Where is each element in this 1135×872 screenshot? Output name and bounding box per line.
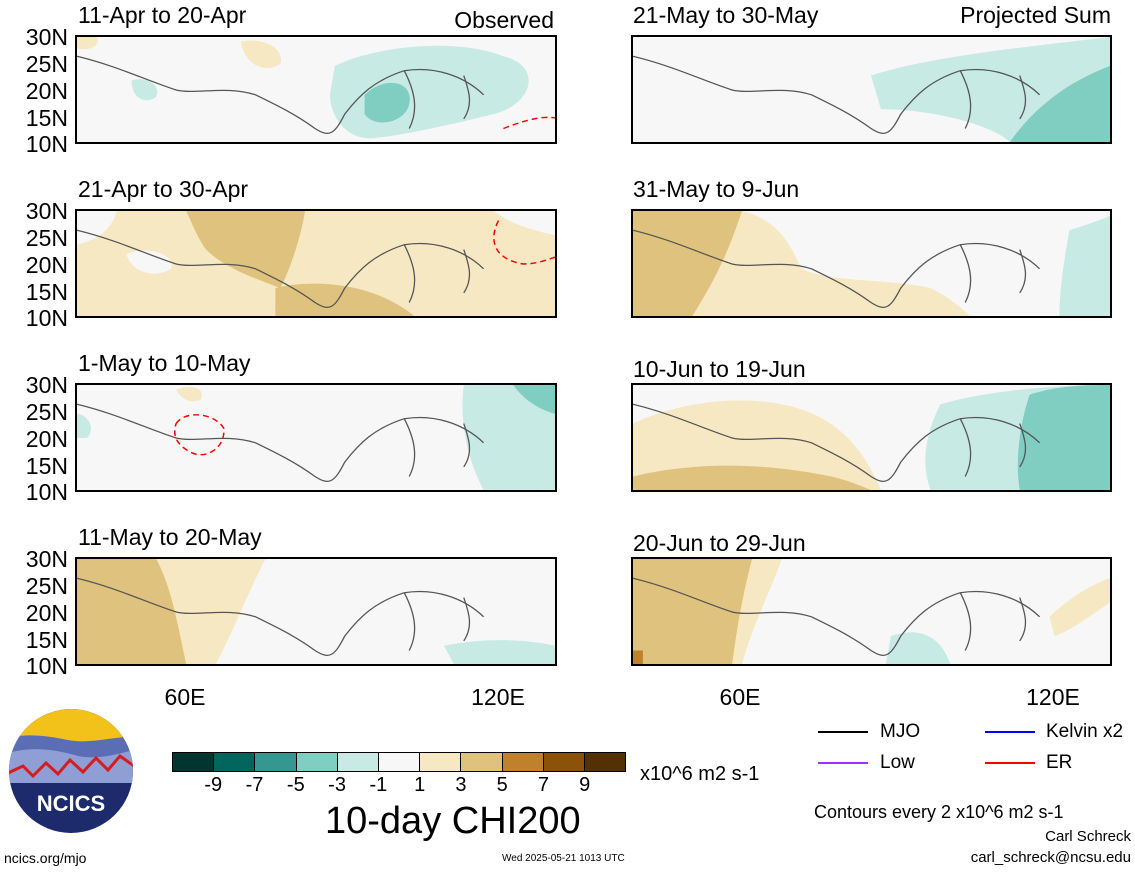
colorbar-tick-label: 1 (414, 774, 426, 796)
colorbar-tick-label: -3 (328, 774, 346, 796)
map-panel-5 (75, 383, 557, 492)
legend-label-er: ER (1046, 752, 1073, 773)
panel-title-4: 31-May to 9-Jun (633, 176, 800, 202)
author-name: Carl Schreck (1045, 828, 1131, 845)
y-label-15n: 15N (25, 279, 68, 305)
panel-title-2: 21-May to 30-May (633, 2, 819, 28)
y-label-20n: 20N (25, 426, 68, 452)
y-label-20n: 20N (25, 78, 68, 104)
colorbar-tick-label: 9 (579, 774, 591, 796)
legend-line-kelvin (985, 731, 1035, 733)
y-label-15n: 15N (25, 453, 68, 479)
product-title: 10-day CHI200 (325, 800, 581, 842)
y-label-10n: 10N (25, 305, 68, 331)
panel-tag-observed: Observed (454, 7, 554, 33)
y-label-30n: 30N (25, 198, 68, 224)
legend-label-kelvin: Kelvin x2 (1046, 721, 1124, 742)
panel-title-3: 21-Apr to 30-Apr (78, 176, 249, 202)
panel-title-1: 11-Apr to 20-Apr (78, 2, 247, 28)
x-label-120e-left: 120E (471, 684, 525, 710)
ncics-logo: NCICS (9, 709, 133, 833)
colorbar-swatch (461, 753, 503, 771)
y-label-30n: 30N (25, 372, 68, 398)
panel-title-5: 1-May to 10-May (78, 350, 251, 376)
legend-label-mjo: MJO (880, 721, 921, 742)
contour-note: Contours every 2 x10^6 m2 s-1 (814, 802, 1064, 822)
x-label-60e-right: 60E (719, 684, 761, 710)
colorbar-swatch (378, 753, 421, 771)
colorbar-swatch (173, 753, 215, 771)
map-panel-7 (75, 557, 557, 666)
colorbar-swatch (420, 753, 462, 771)
colorbar-tick-label: -9 (204, 774, 223, 796)
y-label-20n: 20N (25, 600, 68, 626)
colorbar-swatch (502, 753, 544, 771)
map-panel-6 (631, 383, 1112, 492)
timestamp: Wed 2025-05-21 1013 UTC (502, 853, 625, 864)
y-label-30n: 30N (25, 546, 68, 572)
x-label-60e-left: 60E (164, 684, 206, 710)
colorbar-swatch (255, 753, 297, 771)
colorbar-swatch (214, 753, 256, 771)
y-label-30n: 30N (25, 24, 68, 50)
panel-title-6: 10-Jun to 19-Jun (633, 356, 806, 382)
y-label-25n: 25N (25, 51, 68, 77)
colorbar-swatch (584, 753, 626, 771)
panel-tag-projected: Projected Sum (960, 2, 1111, 28)
colorbar-tick-label: 3 (455, 774, 467, 796)
y-label-25n: 25N (25, 225, 68, 251)
author-email[interactable]: carl_schreck@ncsu.edu (970, 849, 1131, 866)
website-link[interactable]: ncics.org/mjo (4, 850, 87, 866)
colorbar-tick-label: -7 (245, 774, 264, 796)
legend-line-mjo (818, 731, 868, 733)
y-label-10n: 10N (25, 653, 68, 679)
colorbar-units: x10^6 m2 s-1 (640, 763, 760, 785)
legend-label-low: Low (880, 752, 915, 773)
logo-text: NCICS (37, 791, 105, 816)
colorbar-tick-label: 5 (496, 774, 508, 796)
x-label-120e-right: 120E (1026, 684, 1080, 710)
map-panel-8 (631, 557, 1112, 666)
map-panel-4 (631, 209, 1112, 318)
y-label-25n: 25N (25, 399, 68, 425)
legend-line-er (985, 762, 1035, 764)
map-panel-1 (75, 35, 557, 144)
map-panel-2 (631, 35, 1112, 144)
y-label-20n: 20N (25, 252, 68, 278)
colorbar-swatch (543, 753, 585, 771)
colorbar-tick-label: 7 (537, 774, 550, 796)
colorbar-tick-label: -5 (286, 774, 305, 796)
colorbar (172, 752, 626, 772)
y-label-10n: 10N (25, 479, 68, 505)
map-panel-3 (75, 209, 557, 318)
y-label-15n: 15N (25, 627, 68, 653)
colorbar-swatch (296, 753, 338, 771)
colorbar-tick-label: -1 (369, 774, 388, 796)
panel-title-7: 11-May to 20-May (78, 524, 262, 550)
legend-line-low (818, 762, 868, 764)
y-label-10n: 10N (25, 131, 68, 157)
colorbar-swatch (337, 753, 379, 771)
y-label-25n: 25N (25, 573, 68, 599)
y-label-15n: 15N (25, 105, 68, 131)
panel-title-8: 20-Jun to 29-Jun (633, 530, 806, 556)
